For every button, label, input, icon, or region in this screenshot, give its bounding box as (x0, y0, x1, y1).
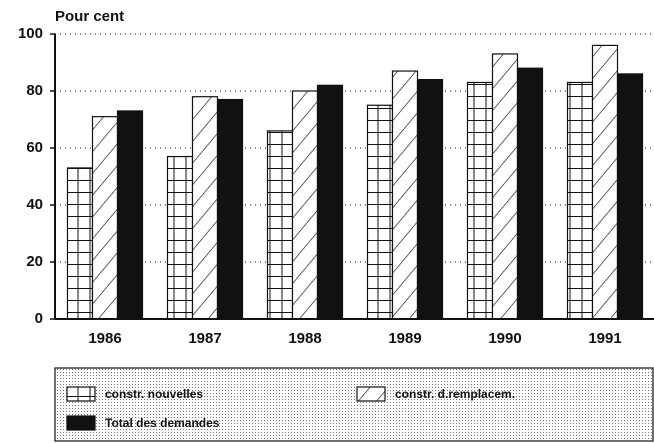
bar (216, 98, 244, 320)
bar (166, 155, 194, 320)
legend-swatch (66, 415, 96, 431)
y-tick-label: 0 (35, 310, 43, 327)
bar (291, 90, 319, 320)
x-tick-label: 1986 (88, 330, 121, 347)
bar (191, 96, 219, 320)
legend-box (54, 367, 654, 442)
y-tick-label: 100 (18, 25, 43, 42)
bar (466, 81, 494, 320)
bar (91, 116, 119, 320)
legend-label: constr. d.remplacem. (395, 387, 515, 401)
x-tick-label: 1989 (388, 330, 421, 347)
legend-swatch (356, 386, 386, 402)
bar (516, 67, 544, 320)
y-tick-label: 60 (26, 139, 43, 156)
legend-label: constr. nouvelles (105, 387, 203, 401)
bar (616, 73, 644, 320)
legend-label: Total des demandes (105, 416, 220, 430)
bar (591, 44, 619, 320)
x-tick-label: 1990 (488, 330, 521, 347)
x-tick-label: 1988 (288, 330, 321, 347)
y-axis-label: Pour cent (55, 8, 124, 25)
bar (391, 70, 419, 320)
legend-swatch (66, 386, 96, 402)
x-tick-label: 1987 (188, 330, 221, 347)
bar (266, 130, 294, 320)
y-tick-label: 20 (26, 253, 43, 270)
bar (66, 167, 94, 320)
bar (566, 81, 594, 320)
bar (416, 78, 444, 320)
x-tick-label: 1991 (588, 330, 621, 347)
bar (491, 53, 519, 320)
y-tick-label: 40 (26, 196, 43, 213)
bar (316, 84, 344, 320)
bar (116, 110, 144, 320)
y-tick-label: 80 (26, 82, 43, 99)
bar (366, 104, 394, 320)
